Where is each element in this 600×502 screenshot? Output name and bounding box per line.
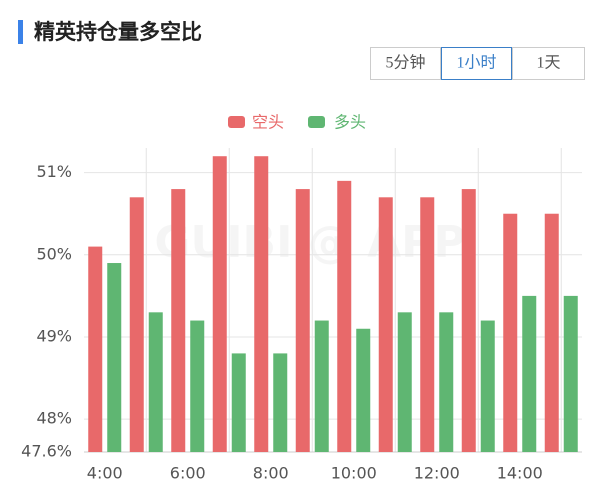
tab-label[interactable]: 1天: [536, 55, 560, 72]
legend-swatch: [308, 116, 325, 128]
legend-label: 空头: [252, 113, 284, 132]
legend-label: 多头: [334, 113, 366, 132]
bar: [129, 197, 144, 452]
bar: [378, 197, 393, 452]
title-accent: [18, 20, 23, 44]
y-tick-label: 51%: [36, 162, 72, 181]
x-tick-label: 4:00: [87, 464, 123, 483]
watermark: GUIBI @ APP: [154, 217, 465, 268]
bar: [107, 263, 122, 452]
bar: [503, 213, 518, 452]
bar: [522, 295, 537, 452]
bar: [231, 353, 246, 452]
x-tick-label: 8:00: [253, 464, 289, 483]
bar: [544, 213, 559, 452]
bar: [439, 312, 454, 452]
y-tick-label: 47.6%: [21, 442, 72, 461]
bar: [148, 312, 163, 452]
bar: [212, 156, 227, 452]
bar: [171, 189, 186, 452]
bar: [461, 189, 476, 452]
legend-swatch: [228, 116, 245, 128]
y-tick-label: 48%: [36, 409, 72, 428]
tab[interactable]: [441, 47, 512, 80]
bar: [254, 156, 269, 452]
bar: [273, 353, 288, 452]
x-tick-label: 14:00: [497, 464, 543, 483]
bar: [420, 197, 435, 452]
bar: [356, 328, 371, 452]
chart-title: 精英持仓量多空比: [34, 20, 202, 44]
bar: [314, 320, 329, 452]
y-tick-label: 50%: [36, 244, 72, 263]
bar: [337, 180, 352, 452]
tab[interactable]: [512, 47, 585, 80]
tab-label[interactable]: 5分钟: [385, 54, 425, 72]
bar: [295, 189, 310, 452]
y-tick-label: 49%: [36, 326, 72, 345]
x-tick-label: 10:00: [331, 464, 377, 483]
bar: [88, 246, 103, 452]
x-tick-label: 6:00: [170, 464, 206, 483]
bar: [480, 320, 495, 452]
tab-label[interactable]: 1小时: [456, 54, 496, 72]
tab[interactable]: [370, 47, 441, 80]
bar: [190, 320, 205, 452]
bar: [563, 295, 578, 452]
bar: [397, 312, 412, 452]
x-tick-label: 12:00: [414, 464, 460, 483]
